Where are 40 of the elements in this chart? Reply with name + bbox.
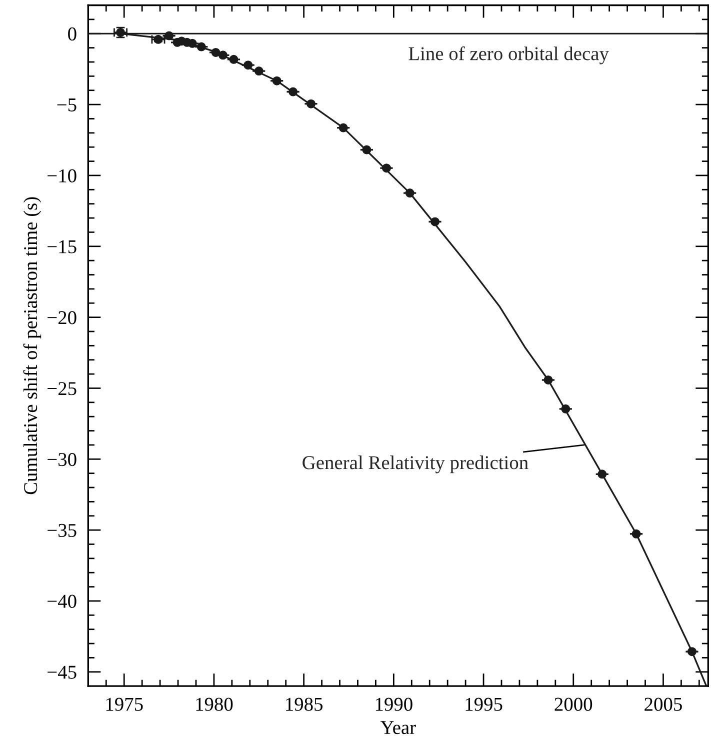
point: [544, 375, 553, 384]
point: [254, 66, 264, 76]
point: [338, 123, 348, 132]
point: [306, 99, 316, 108]
y-tick-label: −20: [48, 311, 76, 324]
point: [229, 54, 238, 64]
point: [218, 50, 228, 60]
y-tick-label: −35: [48, 524, 76, 537]
y-tick-label: −40: [48, 594, 76, 608]
x-tick-label: 1975: [106, 698, 143, 711]
point: [561, 404, 570, 414]
x-axis-title: Year: [380, 721, 416, 734]
x-tick-label: 1985: [286, 698, 322, 711]
x-tick-label: 2005: [644, 698, 682, 711]
y-tick-label: −5: [57, 98, 76, 112]
point: [382, 164, 391, 173]
point: [196, 42, 206, 52]
point: [362, 145, 372, 154]
y-tick-label: 0: [68, 27, 76, 41]
point: [598, 470, 607, 479]
x-tick-label: 1995: [466, 698, 502, 711]
point: [405, 188, 414, 198]
point: [430, 217, 440, 226]
point: [687, 647, 696, 656]
point: [632, 529, 641, 538]
x-tick-label: 1990: [376, 698, 412, 711]
ref-line-label: Line of zero orbital decay: [408, 46, 609, 64]
point: [272, 76, 282, 86]
y-tick-label: −45: [48, 666, 76, 679]
y-tick-label: −15: [48, 240, 76, 254]
y-tick-label: −25: [48, 382, 76, 396]
point: [244, 60, 253, 70]
point: [288, 87, 298, 96]
x-tick-label: 1980: [196, 698, 233, 711]
annotation: General Relativity prediction: [302, 456, 528, 474]
point: [211, 48, 220, 57]
x-tick-label: 2000: [554, 698, 592, 711]
y-axis-title: Cumulative shift of periastron time (s): [23, 197, 42, 494]
y-tick-label: −10: [48, 169, 76, 182]
y-tick-label: −30: [48, 452, 76, 466]
